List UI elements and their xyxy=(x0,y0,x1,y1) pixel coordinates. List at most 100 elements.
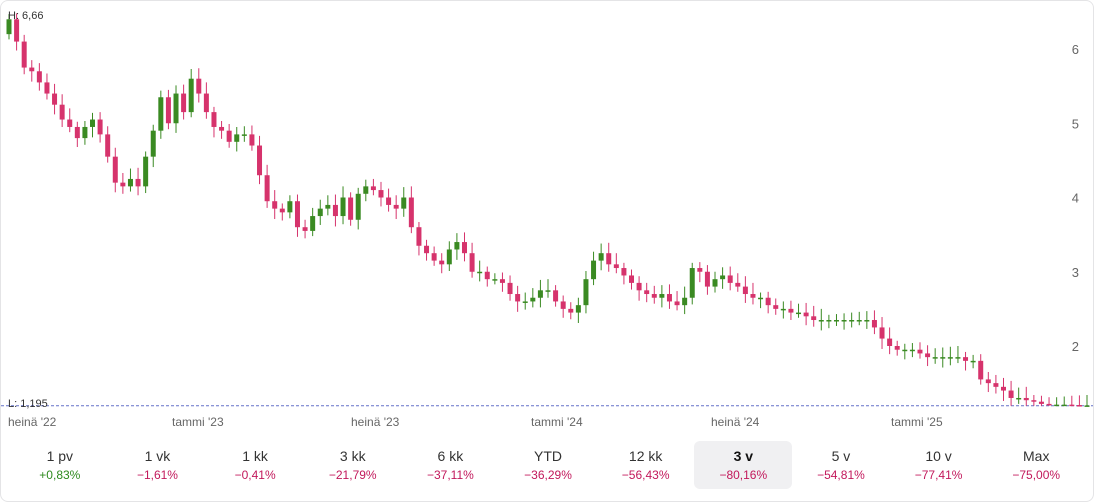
candle-body xyxy=(82,126,88,139)
candle-body xyxy=(811,316,817,321)
period-label: 3 v xyxy=(733,448,754,464)
candle-body xyxy=(211,112,217,127)
period-label: 1 kk xyxy=(242,448,268,464)
candle-body xyxy=(317,208,323,217)
candle-body xyxy=(917,349,923,354)
candle-body xyxy=(651,294,657,298)
candle-body xyxy=(887,338,893,346)
candle-body xyxy=(932,357,938,359)
candle-body xyxy=(773,305,779,309)
period-change: −37,11% xyxy=(426,468,474,482)
period-change: −54,81% xyxy=(817,468,865,482)
candle-body xyxy=(363,186,369,194)
candle-body xyxy=(188,78,194,113)
candle-body xyxy=(499,279,505,283)
candle-body xyxy=(302,227,308,231)
y-tick-label: 6 xyxy=(1072,42,1079,57)
period-3y[interactable]: 3 v −80,16% xyxy=(694,441,793,489)
candle-body xyxy=(864,320,870,322)
candle-body xyxy=(636,282,642,291)
candle-body xyxy=(401,197,407,209)
candle-body xyxy=(507,282,513,295)
candle-body xyxy=(955,357,961,359)
candle-body xyxy=(6,19,12,35)
candle-body xyxy=(871,320,877,328)
candle-body xyxy=(826,320,832,322)
period-change: −21,79% xyxy=(328,468,377,482)
candle-body xyxy=(21,41,27,68)
candle-body xyxy=(1084,405,1090,407)
candle-body xyxy=(735,282,741,287)
candle-body xyxy=(575,305,581,313)
candle-body xyxy=(803,312,809,317)
candle-body xyxy=(598,253,604,261)
period-label: 12 kk xyxy=(628,448,663,464)
candle-body xyxy=(697,268,703,272)
candle-body xyxy=(1061,404,1067,407)
period-12m[interactable]: 12 kk −56,43% xyxy=(597,441,695,489)
period-label: 3 kk xyxy=(339,448,366,464)
candle-body xyxy=(545,290,551,292)
y-tick-label: 4 xyxy=(1072,191,1079,206)
period-label: 1 pv xyxy=(46,448,74,464)
candle-body xyxy=(796,312,802,315)
period-3m[interactable]: 3 kk −21,79% xyxy=(304,441,402,489)
candlestick-chart[interactable]: 6 5 4 3 2 heinä '22 tammi '23 heinä '23 tammi '2… xyxy=(1,1,1094,433)
candle-body xyxy=(332,204,338,217)
candle-body xyxy=(439,260,445,265)
candle-body xyxy=(44,82,50,94)
period-10y[interactable]: 10 v −77,41% xyxy=(890,441,988,489)
candle-body xyxy=(940,357,946,359)
candle-body xyxy=(947,357,953,359)
candle-body xyxy=(196,78,202,94)
candle-body xyxy=(780,308,786,311)
candle-body xyxy=(370,186,376,191)
candle-body xyxy=(454,242,460,250)
candle-body xyxy=(127,178,133,187)
candle-body xyxy=(272,201,278,209)
candle-body xyxy=(985,379,991,384)
x-tick-label: heinä '23 xyxy=(351,415,400,429)
candle-body xyxy=(841,320,847,322)
candle-body xyxy=(970,360,976,363)
candle-body xyxy=(181,93,187,113)
period-6m[interactable]: 6 kk −37,11% xyxy=(402,441,500,489)
period-ytd[interactable]: YTD −36,29% xyxy=(499,441,597,489)
x-tick-label: tammi '25 xyxy=(891,415,943,429)
y-tick-label: 2 xyxy=(1072,339,1079,354)
candle-body xyxy=(14,19,20,42)
x-tick-label: heinä '22 xyxy=(8,415,57,429)
candle-body xyxy=(833,320,839,322)
candle-body xyxy=(257,145,263,176)
candle-body xyxy=(742,286,748,295)
candle-body xyxy=(1023,397,1029,401)
candle-body xyxy=(894,346,900,350)
candle-body xyxy=(348,197,354,220)
period-label: 6 kk xyxy=(437,448,464,464)
candle-body xyxy=(408,197,414,228)
period-max[interactable]: Max −75,00% xyxy=(987,441,1085,489)
candle-body xyxy=(629,275,635,283)
candle-body xyxy=(469,253,475,272)
candle-body xyxy=(59,104,65,120)
candle-body xyxy=(234,134,240,142)
candle-body xyxy=(287,201,293,213)
candle-body xyxy=(158,97,164,131)
period-1m[interactable]: 1 kk −0,41% xyxy=(206,441,304,489)
candle-body xyxy=(909,349,915,352)
candle-body xyxy=(712,279,718,287)
period-1w[interactable]: 1 vk −1,61% xyxy=(109,441,207,489)
candle-body xyxy=(393,204,399,209)
candle-body xyxy=(1046,403,1052,406)
period-label: YTD xyxy=(534,448,563,464)
candle-body xyxy=(241,134,247,136)
y-tick-label: 3 xyxy=(1072,265,1079,280)
period-change: −1,61% xyxy=(136,468,178,482)
candle-body xyxy=(963,357,969,361)
period-label: 1 vk xyxy=(144,448,171,464)
candle-body xyxy=(1038,401,1044,404)
candle-body xyxy=(765,297,771,306)
period-1d[interactable]: 1 pv +0,83% xyxy=(11,441,109,489)
candle-body xyxy=(378,190,384,198)
period-5y[interactable]: 5 v −54,81% xyxy=(792,441,890,489)
